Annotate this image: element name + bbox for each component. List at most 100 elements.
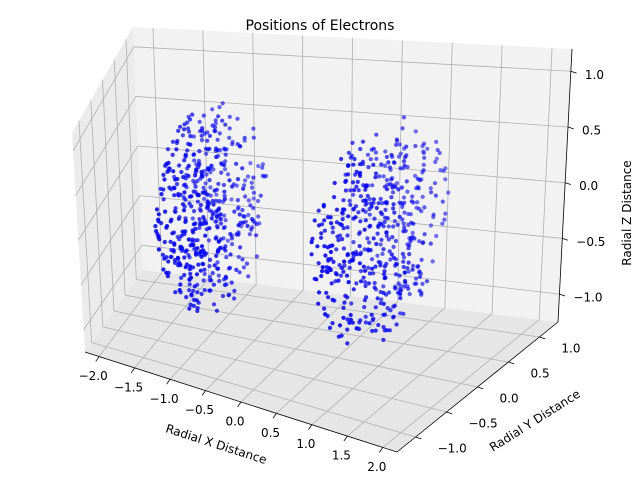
data-point bbox=[401, 221, 406, 226]
data-point bbox=[165, 147, 171, 152]
data-point bbox=[191, 152, 197, 157]
data-point bbox=[256, 214, 261, 219]
data-point bbox=[371, 236, 376, 241]
data-point bbox=[391, 224, 396, 229]
data-point bbox=[191, 189, 196, 194]
data-point bbox=[329, 221, 334, 226]
y-tick bbox=[508, 361, 515, 365]
data-point bbox=[351, 287, 356, 292]
grid-line-y-left bbox=[102, 79, 115, 312]
data-point bbox=[383, 207, 388, 212]
data-point bbox=[326, 295, 331, 300]
data-point bbox=[201, 113, 206, 118]
data-point bbox=[322, 218, 327, 223]
grid-line-z-back bbox=[133, 46, 571, 72]
data-point bbox=[380, 201, 385, 206]
data-point bbox=[345, 341, 350, 346]
data-point bbox=[422, 155, 427, 160]
data-point bbox=[166, 160, 171, 165]
data-point bbox=[321, 204, 326, 209]
data-point bbox=[384, 178, 390, 183]
data-point bbox=[192, 158, 197, 163]
data-point bbox=[215, 225, 220, 230]
data-point bbox=[381, 272, 387, 277]
data-point bbox=[341, 226, 346, 231]
data-point bbox=[316, 208, 321, 213]
data-point bbox=[354, 252, 359, 257]
data-point bbox=[401, 255, 407, 260]
data-point bbox=[210, 107, 215, 112]
data-point bbox=[240, 207, 245, 213]
data-point bbox=[323, 312, 328, 317]
data-point bbox=[411, 221, 416, 226]
data-point bbox=[246, 274, 251, 279]
grid-line-z-left bbox=[72, 46, 135, 152]
data-point bbox=[212, 128, 217, 133]
data-point bbox=[241, 220, 246, 225]
data-point bbox=[350, 180, 356, 185]
data-point bbox=[202, 196, 207, 201]
data-point bbox=[349, 301, 354, 306]
data-point bbox=[186, 163, 191, 168]
tick-marks bbox=[95, 70, 577, 453]
data-point bbox=[414, 281, 419, 286]
data-point bbox=[242, 138, 247, 143]
data-point bbox=[221, 182, 226, 188]
data-point bbox=[358, 252, 363, 257]
data-point bbox=[371, 197, 376, 202]
data-point bbox=[161, 197, 166, 202]
data-point bbox=[401, 311, 406, 316]
data-point bbox=[309, 252, 314, 257]
data-point bbox=[234, 161, 239, 166]
data-point bbox=[251, 190, 256, 195]
data-point bbox=[379, 297, 384, 302]
data-point bbox=[202, 271, 207, 277]
data-point bbox=[394, 142, 399, 147]
grid-line-x-back bbox=[397, 40, 403, 302]
data-point bbox=[207, 178, 212, 183]
data-point bbox=[402, 210, 407, 215]
data-point bbox=[162, 177, 167, 182]
data-point bbox=[222, 213, 227, 218]
data-point bbox=[402, 284, 407, 289]
data-point bbox=[216, 181, 221, 186]
data-point bbox=[387, 165, 392, 170]
data-point bbox=[200, 248, 206, 253]
data-point bbox=[362, 298, 367, 303]
y-tick-label: −0.5 bbox=[469, 417, 498, 431]
data-point bbox=[391, 160, 397, 165]
y-tick-label: −1.0 bbox=[438, 442, 467, 456]
data-point bbox=[334, 247, 339, 252]
data-point bbox=[249, 180, 254, 185]
data-point bbox=[428, 186, 433, 191]
data-point bbox=[230, 142, 235, 147]
data-point bbox=[390, 235, 395, 240]
y-tick-label: 1.0 bbox=[561, 342, 580, 356]
data-point bbox=[384, 230, 389, 235]
data-point bbox=[381, 174, 386, 179]
data-point bbox=[370, 318, 375, 323]
grid-line-y-floor bbox=[102, 326, 447, 413]
grid-line-y-left bbox=[90, 100, 104, 327]
data-point bbox=[247, 232, 252, 237]
data-point bbox=[348, 317, 353, 322]
data-point bbox=[330, 321, 335, 326]
data-point bbox=[351, 162, 356, 167]
data-point bbox=[195, 199, 200, 204]
data-point bbox=[174, 147, 179, 152]
grid-lines bbox=[72, 27, 571, 448]
data-point bbox=[322, 244, 327, 249]
data-point bbox=[345, 317, 350, 322]
data-point bbox=[203, 233, 208, 238]
data-point bbox=[197, 119, 202, 124]
data-point bbox=[351, 192, 356, 197]
data-point bbox=[202, 131, 207, 136]
data-point bbox=[241, 186, 246, 191]
data-point bbox=[217, 278, 222, 284]
data-point bbox=[396, 154, 402, 159]
data-point bbox=[161, 267, 166, 272]
data-point bbox=[367, 321, 372, 326]
data-point bbox=[400, 126, 405, 131]
data-point bbox=[347, 265, 352, 270]
data-point bbox=[240, 166, 245, 171]
